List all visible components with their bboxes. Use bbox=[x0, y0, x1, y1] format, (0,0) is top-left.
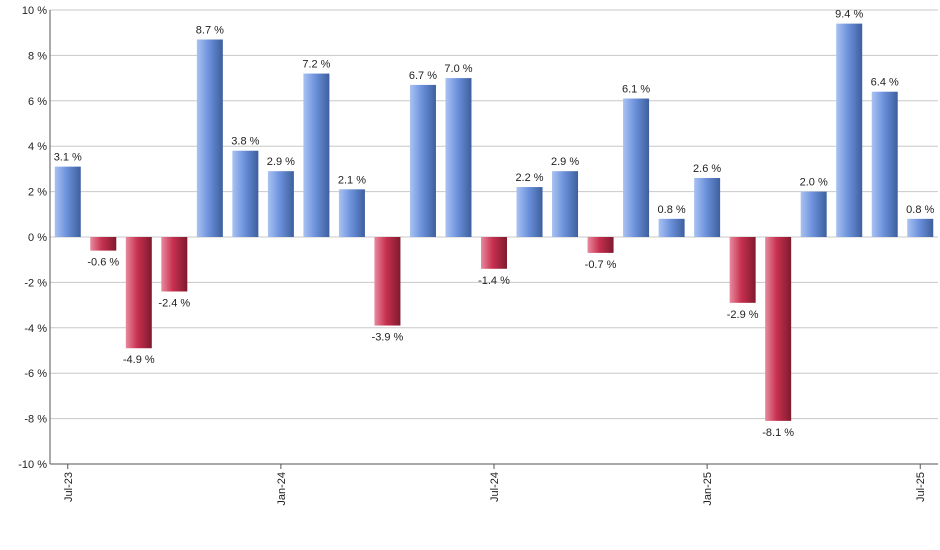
bar-Aug-24 bbox=[516, 187, 543, 237]
y-tick-label: 4 % bbox=[28, 141, 47, 153]
data-label: 2.0 % bbox=[800, 177, 828, 189]
y-tick-label: -6 % bbox=[24, 368, 47, 380]
data-label: 2.9 % bbox=[267, 156, 295, 168]
y-tick-label: -4 % bbox=[24, 323, 47, 335]
x-tick-label: Jul-23 bbox=[63, 472, 75, 502]
y-tick-label: -2 % bbox=[24, 277, 47, 289]
data-label: -2.4 % bbox=[158, 297, 190, 309]
data-label: 2.1 % bbox=[338, 174, 366, 186]
data-label: -8.1 % bbox=[762, 427, 794, 439]
bar-May-24 bbox=[409, 84, 436, 237]
data-label: 3.8 % bbox=[231, 136, 259, 148]
bar-Jul-24 bbox=[481, 237, 507, 269]
data-label: 6.7 % bbox=[409, 70, 437, 82]
y-tick-label: 8 % bbox=[28, 50, 47, 62]
bar-Jul-23 bbox=[54, 166, 81, 237]
data-label: 6.4 % bbox=[871, 77, 899, 89]
bars bbox=[54, 23, 934, 421]
data-label: -2.9 % bbox=[727, 309, 759, 321]
data-label: 7.0 % bbox=[444, 63, 472, 75]
bar-Oct-23 bbox=[161, 237, 188, 292]
x-tick-label: Jan-24 bbox=[276, 472, 288, 506]
data-label: 0.8 % bbox=[658, 204, 686, 216]
x-tick-label: Jul-25 bbox=[915, 472, 927, 502]
x-tick-label: Jan-25 bbox=[702, 472, 714, 506]
bar-Aug-23 bbox=[90, 237, 117, 251]
data-label: -4.9 % bbox=[123, 354, 155, 366]
y-tick-label: -8 % bbox=[24, 414, 47, 426]
y-tick-label: 0 % bbox=[28, 232, 47, 244]
bar-May-25 bbox=[836, 23, 863, 238]
bar-Mar-24 bbox=[338, 189, 365, 237]
data-label: 0.8 % bbox=[906, 204, 934, 216]
y-tick-label: 2 % bbox=[28, 187, 47, 199]
bar-Oct-24 bbox=[587, 237, 614, 253]
data-label: 7.2 % bbox=[302, 59, 330, 71]
bar-Jul-25 bbox=[907, 218, 934, 237]
data-label: 2.9 % bbox=[551, 156, 579, 168]
y-tick-label: 10 % bbox=[22, 5, 47, 17]
data-label: 3.1 % bbox=[54, 152, 82, 164]
data-label: 8.7 % bbox=[196, 25, 224, 37]
bar-Feb-25 bbox=[729, 237, 756, 303]
y-tick-label: -10 % bbox=[18, 459, 47, 471]
data-label: -1.4 % bbox=[478, 275, 510, 287]
bar-Jan-24 bbox=[267, 171, 294, 237]
bar-Nov-24 bbox=[623, 98, 650, 237]
bar-Sep-23 bbox=[125, 237, 152, 349]
data-label: 2.6 % bbox=[693, 163, 721, 175]
y-tick-label: 6 % bbox=[28, 96, 47, 108]
bar-Feb-24 bbox=[303, 73, 330, 237]
x-axis-tick-labels: Jul-23 Jan-24 Jul-24 Jan-25 Jul-25 bbox=[63, 472, 927, 506]
bar-Jan-25 bbox=[694, 177, 721, 237]
data-label: -0.7 % bbox=[585, 259, 617, 271]
bar-Jun-25 bbox=[871, 91, 898, 237]
bar-Nov-23 bbox=[196, 39, 223, 238]
y-axis-tick-labels: 10 % 8 % 6 % 4 % 2 % 0 % -2 % -4 % -6 % -8 % -10 % bbox=[18, 5, 47, 471]
bar-Dec-23 bbox=[232, 150, 259, 237]
bar-Mar-25 bbox=[765, 237, 792, 421]
data-label: -0.6 % bbox=[87, 257, 119, 269]
data-label: -3.9 % bbox=[372, 332, 404, 344]
bar-Apr-25 bbox=[800, 191, 827, 237]
data-label: 2.2 % bbox=[515, 172, 543, 184]
bar-Jun-24 bbox=[445, 78, 472, 237]
data-labels: 3.1 % -0.6 % -4.9 % -2.4 % 8.7 % 3.8 % 2.9 % 7.… bbox=[54, 9, 935, 439]
x-tick-label: Jul-24 bbox=[489, 472, 501, 502]
axes bbox=[49, 10, 938, 469]
data-label: 9.4 % bbox=[835, 9, 863, 21]
bar-Dec-24 bbox=[658, 218, 685, 237]
data-label: 6.1 % bbox=[622, 84, 650, 96]
bar-Apr-24 bbox=[374, 237, 401, 326]
bar-Sep-24 bbox=[552, 171, 579, 237]
